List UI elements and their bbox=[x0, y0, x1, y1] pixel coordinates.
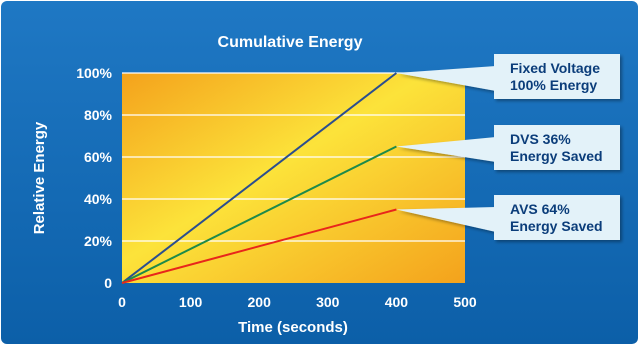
callout-pointer bbox=[396, 66, 496, 91]
callout-avs bbox=[396, 195, 620, 240]
callout-box bbox=[494, 125, 620, 170]
x-axis-label: Time (seconds) bbox=[238, 319, 348, 336]
y-axis-ticks: 0 20% 40% 60% 80% 100% bbox=[76, 65, 112, 291]
series-line-fixed bbox=[121, 72, 398, 284]
y-tick-label: 0 bbox=[104, 275, 112, 291]
x-axis-ticks: 0 100 200 300 400 500 bbox=[118, 294, 477, 310]
y-tick-label: 40% bbox=[84, 191, 113, 207]
y-tick-label: 60% bbox=[84, 149, 113, 165]
y-axis-label: Relative Energy bbox=[31, 121, 48, 234]
callout-box bbox=[494, 195, 620, 240]
x-tick-label: 400 bbox=[385, 294, 409, 310]
x-tick-label: 300 bbox=[316, 294, 340, 310]
callout-text: Fixed Voltage bbox=[510, 60, 600, 76]
callout-pointer bbox=[396, 137, 496, 162]
callout-fixed bbox=[396, 54, 620, 99]
series-line-dvs bbox=[121, 145, 397, 284]
chart-title: Cumulative Energy bbox=[218, 34, 363, 51]
x-tick-label: 0 bbox=[118, 294, 126, 310]
callout-text: Energy Saved bbox=[510, 218, 603, 234]
y-tick-label: 100% bbox=[76, 65, 112, 81]
series-line-avs bbox=[121, 208, 397, 284]
callout-pointer bbox=[396, 207, 496, 232]
y-tick-label: 20% bbox=[84, 233, 113, 249]
y-tick-label: 80% bbox=[84, 107, 113, 123]
callout-text: Energy Saved bbox=[510, 148, 603, 164]
callout-text: DVS 36% bbox=[510, 131, 571, 147]
callout-box bbox=[494, 54, 620, 99]
x-tick-label: 200 bbox=[248, 294, 272, 310]
x-tick-label: 100 bbox=[179, 294, 203, 310]
x-tick-label: 500 bbox=[453, 294, 477, 310]
series-lines bbox=[121, 72, 398, 284]
callout-text: AVS 64% bbox=[510, 201, 570, 217]
callout-dvs bbox=[396, 125, 620, 170]
callout-text: 100% Energy bbox=[510, 77, 597, 93]
plot-area bbox=[122, 73, 465, 283]
